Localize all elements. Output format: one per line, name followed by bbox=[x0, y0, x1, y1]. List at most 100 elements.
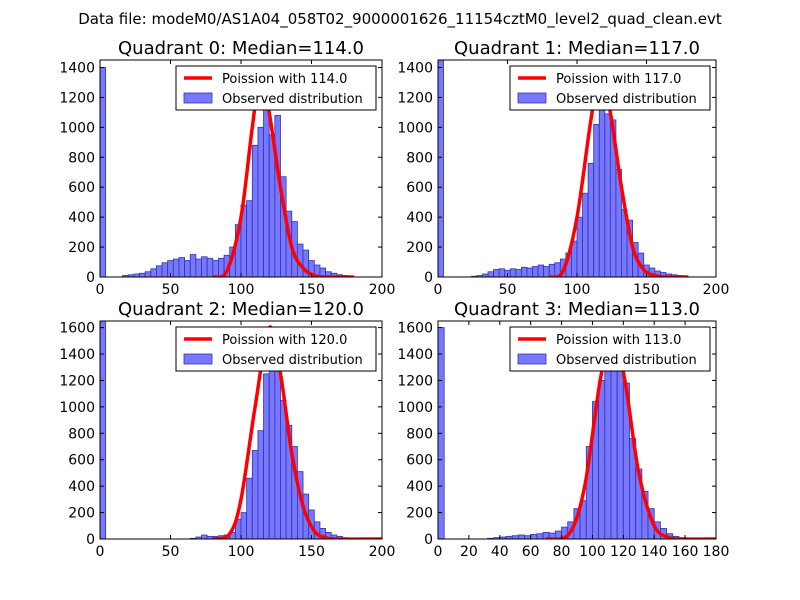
histogram-bar bbox=[536, 533, 544, 539]
histogram-bar bbox=[257, 126, 264, 277]
y-tick-label: 600 bbox=[68, 180, 95, 196]
histogram-bar bbox=[517, 534, 525, 539]
histogram-bar bbox=[515, 269, 522, 277]
histogram-bar bbox=[593, 123, 600, 277]
x-tick-label: 150 bbox=[298, 282, 325, 298]
x-tick-label: 120 bbox=[610, 544, 637, 560]
y-tick-label: 1200 bbox=[59, 373, 95, 389]
x-tick-label: 50 bbox=[162, 544, 180, 560]
x-tick-label: 0 bbox=[96, 544, 105, 560]
histogram-bar bbox=[493, 269, 500, 277]
y-tick-label: 1000 bbox=[59, 400, 95, 416]
y-tick-label: 200 bbox=[68, 240, 95, 256]
quadrant-3-legend: Poission with 113.0 Observed distribution bbox=[509, 326, 711, 372]
histogram-bar bbox=[206, 257, 214, 277]
quadrant-0-panel: 0 50 100 150 200 0 200 400 600 800 1000 1200 1400 Qua… bbox=[59, 38, 395, 298]
histogram-bar bbox=[526, 267, 533, 277]
histogram-bar bbox=[498, 268, 506, 277]
x-tick-label: 20 bbox=[460, 544, 478, 560]
quadrant-0-title: Quadrant 0: Median=114.0 bbox=[118, 38, 364, 59]
quadrant-2-title: Quadrant 2: Median=120.0 bbox=[118, 299, 364, 320]
y-tick-label: 600 bbox=[406, 180, 433, 196]
histogram-bar bbox=[100, 321, 107, 539]
y-tick-label: 0 bbox=[86, 532, 95, 548]
histogram-bar bbox=[576, 216, 583, 277]
legend-bar-swatch bbox=[517, 353, 547, 365]
legend-label-observed: Observed distribution bbox=[222, 353, 363, 368]
histogram-bar bbox=[274, 360, 281, 539]
histogram-bar bbox=[548, 263, 556, 277]
legend-label-observed: Observed distribution bbox=[556, 353, 697, 368]
y-tick-label: 400 bbox=[406, 210, 433, 226]
x-tick-label: 50 bbox=[499, 282, 517, 298]
y-tick-label: 600 bbox=[68, 453, 95, 469]
y-tick-label: 200 bbox=[406, 240, 433, 256]
legend-label-poisson: Poission with 120.0 bbox=[222, 333, 347, 348]
histogram-bar bbox=[201, 256, 208, 277]
y-tick-label: 1000 bbox=[397, 120, 433, 136]
y-tick-label: 400 bbox=[68, 479, 95, 495]
figure-suptitle: Data file: modeM0/AS1A04_058T02_90000016… bbox=[78, 10, 722, 29]
y-tick-label: 200 bbox=[68, 506, 95, 522]
x-tick-label: 100 bbox=[579, 544, 606, 560]
histogram-bar bbox=[257, 430, 264, 539]
y-tick-label: 800 bbox=[68, 426, 95, 442]
histogram-bar bbox=[161, 262, 169, 277]
histogram-bar bbox=[201, 534, 208, 539]
poisson-curve bbox=[212, 325, 382, 539]
quadrant-3-panel: 0 20 40 60 80 100 120 140 160 180 0 200 400 600 800 100… bbox=[397, 299, 729, 560]
histogram-bar bbox=[616, 354, 624, 539]
histogram-bar bbox=[521, 266, 528, 277]
histogram-bar bbox=[139, 272, 146, 277]
y-tick-label: 1600 bbox=[59, 321, 95, 337]
histogram-bar bbox=[598, 380, 606, 539]
y-tick-label: 800 bbox=[406, 150, 433, 166]
x-tick-label: 150 bbox=[633, 282, 660, 298]
legend-label-poisson: Poission with 113.0 bbox=[556, 333, 681, 348]
chart-panels: 0 50 100 150 2000200400600800100012001400Qua… bbox=[59, 38, 729, 560]
histogram-bar bbox=[251, 144, 259, 277]
histogram-bar bbox=[274, 114, 281, 277]
histogram-bar bbox=[280, 399, 287, 539]
histogram-bar bbox=[150, 268, 157, 277]
x-tick-label: 150 bbox=[298, 544, 325, 560]
histogram-bar bbox=[189, 254, 197, 277]
quadrant-2-panel: 0 50 100 150 200 0 200 400 600 800 1000 1200 1400 160… bbox=[59, 299, 395, 560]
x-tick-label: 50 bbox=[162, 282, 180, 298]
histogram-bar bbox=[604, 349, 612, 539]
quadrant-2-legend: Poission with 120.0 Observed distribution bbox=[175, 326, 377, 372]
quadrant-3-title: Quadrant 3: Median=113.0 bbox=[454, 299, 700, 320]
y-tick-label: 1600 bbox=[397, 321, 433, 337]
y-tick-label: 800 bbox=[406, 426, 433, 442]
x-tick-label: 100 bbox=[228, 282, 255, 298]
x-tick-label: 200 bbox=[703, 282, 730, 298]
x-tick-label: 0 bbox=[96, 282, 105, 298]
legend-label-poisson: Poission with 114.0 bbox=[222, 72, 347, 87]
y-tick-label: 1200 bbox=[397, 90, 433, 106]
histogram-bar bbox=[509, 268, 517, 277]
histogram-bar bbox=[155, 265, 163, 277]
y-tick-label: 1000 bbox=[59, 120, 95, 136]
y-tick-label: 1200 bbox=[59, 90, 95, 106]
y-tick-label: 1000 bbox=[397, 400, 433, 416]
x-tick-label: 140 bbox=[641, 544, 668, 560]
y-tick-label: 1400 bbox=[397, 347, 433, 363]
quadrant-0-plot-area bbox=[100, 67, 355, 277]
legend-bar-swatch bbox=[183, 92, 213, 104]
y-tick-label: 600 bbox=[406, 453, 433, 469]
histogram-bar bbox=[184, 260, 191, 277]
legend-label-observed: Observed distribution bbox=[556, 92, 697, 107]
histogram-bar bbox=[144, 271, 152, 277]
histogram-bar bbox=[100, 67, 107, 277]
x-tick-label: 0 bbox=[434, 282, 443, 298]
histogram-bar bbox=[195, 258, 202, 277]
poisson-curve bbox=[212, 71, 354, 277]
y-tick-label: 0 bbox=[424, 270, 433, 286]
histogram-bar bbox=[487, 271, 495, 277]
histogram-bar bbox=[530, 533, 538, 539]
quadrant-1-title: Quadrant 1: Median=117.0 bbox=[454, 38, 700, 59]
histogram-bar bbox=[438, 60, 444, 277]
quadrant-1-legend: Poission with 117.0 Observed distribution bbox=[509, 65, 711, 111]
x-tick-label: 200 bbox=[369, 282, 396, 298]
